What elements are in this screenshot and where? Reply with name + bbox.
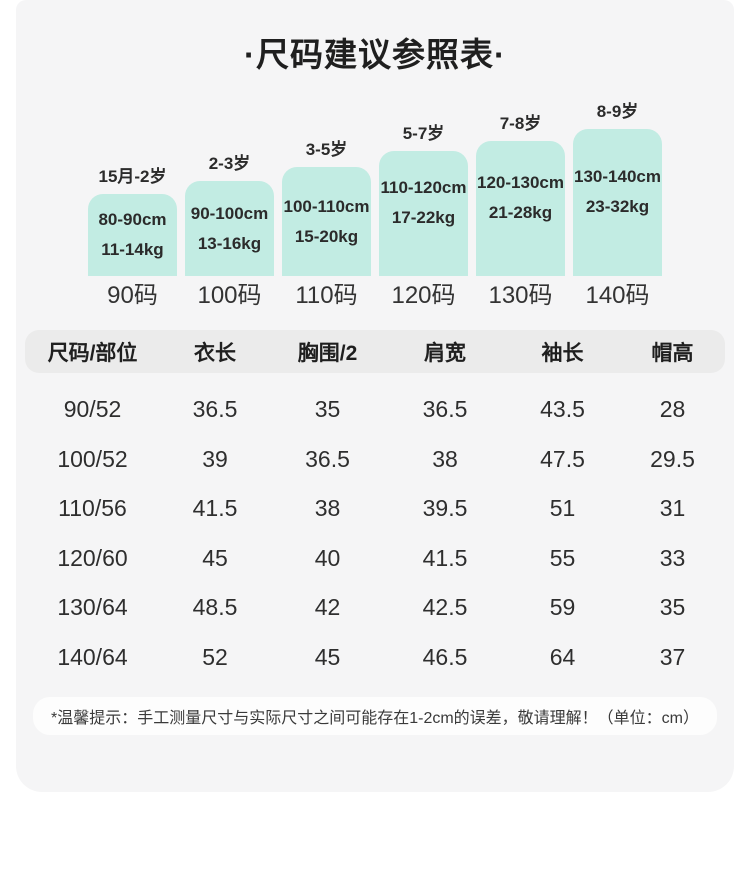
column-header-hood-height: 帽高 — [651, 341, 694, 365]
cell-shoulder-width: 42.5 — [422, 594, 468, 621]
age-range-label: 3-5岁 — [305, 140, 348, 159]
age-range-label: 8-9岁 — [596, 102, 639, 121]
weight-range-label: 13-16kg — [197, 233, 262, 253]
cell-size-part: 130/64 — [57, 594, 128, 621]
cell-sleeve-length: 59 — [549, 594, 576, 621]
weight-range-label: 21-28kg — [488, 202, 553, 222]
age-range-label: 15月-2岁 — [98, 167, 167, 186]
size-bar-group: 5-7岁 110-120cm 17-22kg 120码 — [379, 119, 468, 310]
cell-garment-length: 48.5 — [192, 594, 238, 621]
cell-size-part: 120/60 — [57, 544, 128, 571]
cell-half-chest: 42 — [314, 594, 341, 621]
table-row: 140/64 52 45 46.5 64 37 — [25, 633, 725, 683]
cell-sleeve-length: 64 — [549, 643, 576, 670]
size-code-label: 120码 — [391, 282, 456, 309]
weight-range-label: 15-20kg — [294, 226, 359, 246]
cell-sleeve-length: 43.5 — [540, 396, 585, 423]
size-bar: 130-140cm 23-32kg — [573, 129, 662, 276]
table-header-row: 尺码/部位 衣长 胸围/2 肩宽 袖长 帽高 — [25, 330, 725, 373]
size-bar-group: 3-5岁 100-110cm 15-20kg 110码 — [282, 135, 371, 310]
cell-hood-height: 31 — [659, 495, 686, 522]
height-range-label: 120-130cm — [477, 172, 564, 192]
cell-half-chest: 35 — [314, 396, 341, 423]
cell-half-chest: 45 — [314, 643, 341, 670]
column-header-size-part: 尺码/部位 — [47, 341, 138, 365]
table-row: 90/52 36.5 35 36.5 43.5 28 — [25, 385, 725, 435]
weight-range-label: 17-22kg — [391, 207, 456, 227]
size-bar: 110-120cm 17-22kg — [379, 151, 468, 276]
cell-shoulder-width: 41.5 — [422, 544, 468, 571]
cell-garment-length: 52 — [202, 643, 228, 670]
size-code-label: 110码 — [295, 282, 358, 309]
cell-garment-length: 39 — [202, 445, 228, 472]
size-bar-group: 15月-2岁 80-90cm 11-14kg 90码 — [88, 162, 177, 310]
footer-note: *温馨提示：手工测量尺寸与实际尺寸之间可能存在1-2cm的误差，敬请理解！（单位… — [0, 697, 750, 735]
cell-garment-length: 45 — [202, 544, 228, 571]
table-row: 100/52 39 36.5 38 47.5 29.5 — [25, 435, 725, 485]
column-header-shoulder-width: 肩宽 — [424, 341, 466, 365]
cell-shoulder-width: 38 — [432, 445, 458, 472]
cell-sleeve-length: 55 — [549, 544, 576, 571]
size-code-label: 140码 — [585, 282, 650, 309]
table-row: 110/56 41.5 38 39.5 51 31 — [25, 484, 725, 534]
height-range-label: 130-140cm — [574, 166, 661, 186]
size-code-label: 90码 — [107, 282, 158, 309]
cell-shoulder-width: 39.5 — [422, 495, 468, 522]
size-code-label: 130码 — [488, 282, 553, 309]
weight-range-label: 11-14kg — [101, 240, 164, 259]
size-bar-group: 8-9岁 130-140cm 23-32kg 140码 — [573, 97, 662, 310]
height-range-label: 110-120cm — [380, 177, 467, 197]
cell-size-part: 140/64 — [57, 643, 128, 670]
size-table: 尺码/部位 衣长 胸围/2 肩宽 袖长 帽高 90/52 36.5 35 36.… — [25, 330, 725, 682]
cell-garment-length: 36.5 — [192, 396, 238, 423]
weight-range-label: 23-32kg — [585, 196, 650, 216]
column-header-half-chest: 胸围/2 — [297, 341, 358, 365]
height-range-label: 80-90cm — [98, 210, 167, 229]
page-title: ·尺码建议参照表· — [244, 36, 506, 73]
size-bar-chart: 15月-2岁 80-90cm 11-14kg 90码 2-3岁 90-100cm… — [16, 86, 734, 310]
cell-garment-length: 41.5 — [192, 495, 238, 522]
cell-half-chest: 40 — [314, 544, 341, 571]
cell-size-part: 110/56 — [58, 495, 127, 522]
cell-hood-height: 35 — [659, 594, 686, 621]
table-row: 130/64 48.5 42 42.5 59 35 — [25, 583, 725, 633]
age-range-label: 7-8岁 — [499, 114, 542, 133]
height-range-label: 100-110cm — [283, 196, 370, 216]
cell-shoulder-width: 46.5 — [422, 643, 468, 670]
age-range-label: 2-3岁 — [208, 154, 251, 173]
cell-half-chest: 36.5 — [305, 445, 350, 472]
cell-size-part: 100/52 — [57, 445, 128, 472]
column-header-garment-length: 衣长 — [194, 341, 236, 365]
cell-hood-height: 29.5 — [650, 445, 695, 472]
cell-sleeve-length: 51 — [549, 495, 576, 522]
table-row: 120/60 45 40 41.5 55 33 — [25, 534, 725, 584]
cell-hood-height: 37 — [659, 643, 686, 670]
size-bar-group: 7-8岁 120-130cm 21-28kg 130码 — [476, 109, 565, 310]
cell-sleeve-length: 47.5 — [540, 445, 585, 472]
size-bar: 120-130cm 21-28kg — [476, 141, 565, 276]
bar-chart-bars: 15月-2岁 80-90cm 11-14kg 90码 2-3岁 90-100cm… — [16, 86, 734, 310]
height-range-label: 90-100cm — [190, 203, 269, 223]
size-bar: 90-100cm 13-16kg — [185, 181, 274, 276]
cell-hood-height: 28 — [659, 396, 686, 423]
size-bar-group: 2-3岁 90-100cm 13-16kg 100码 — [185, 149, 274, 310]
table-body: 90/52 36.5 35 36.5 43.5 28 100/52 39 36.… — [25, 385, 725, 682]
cell-hood-height: 33 — [659, 544, 686, 571]
cell-shoulder-width: 36.5 — [422, 396, 468, 423]
cell-half-chest: 38 — [314, 495, 341, 522]
size-bar: 100-110cm 15-20kg — [282, 167, 371, 276]
size-code-label: 100码 — [197, 282, 262, 309]
size-bar: 80-90cm 11-14kg — [88, 194, 177, 276]
column-header-sleeve-length: 袖长 — [541, 341, 584, 365]
cell-size-part: 90/52 — [63, 396, 122, 423]
age-range-label: 5-7岁 — [402, 124, 445, 143]
measurement-disclaimer-text: *温馨提示：手工测量尺寸与实际尺寸之间可能存在1-2cm的误差，敬请理解！（单位… — [32, 697, 717, 735]
